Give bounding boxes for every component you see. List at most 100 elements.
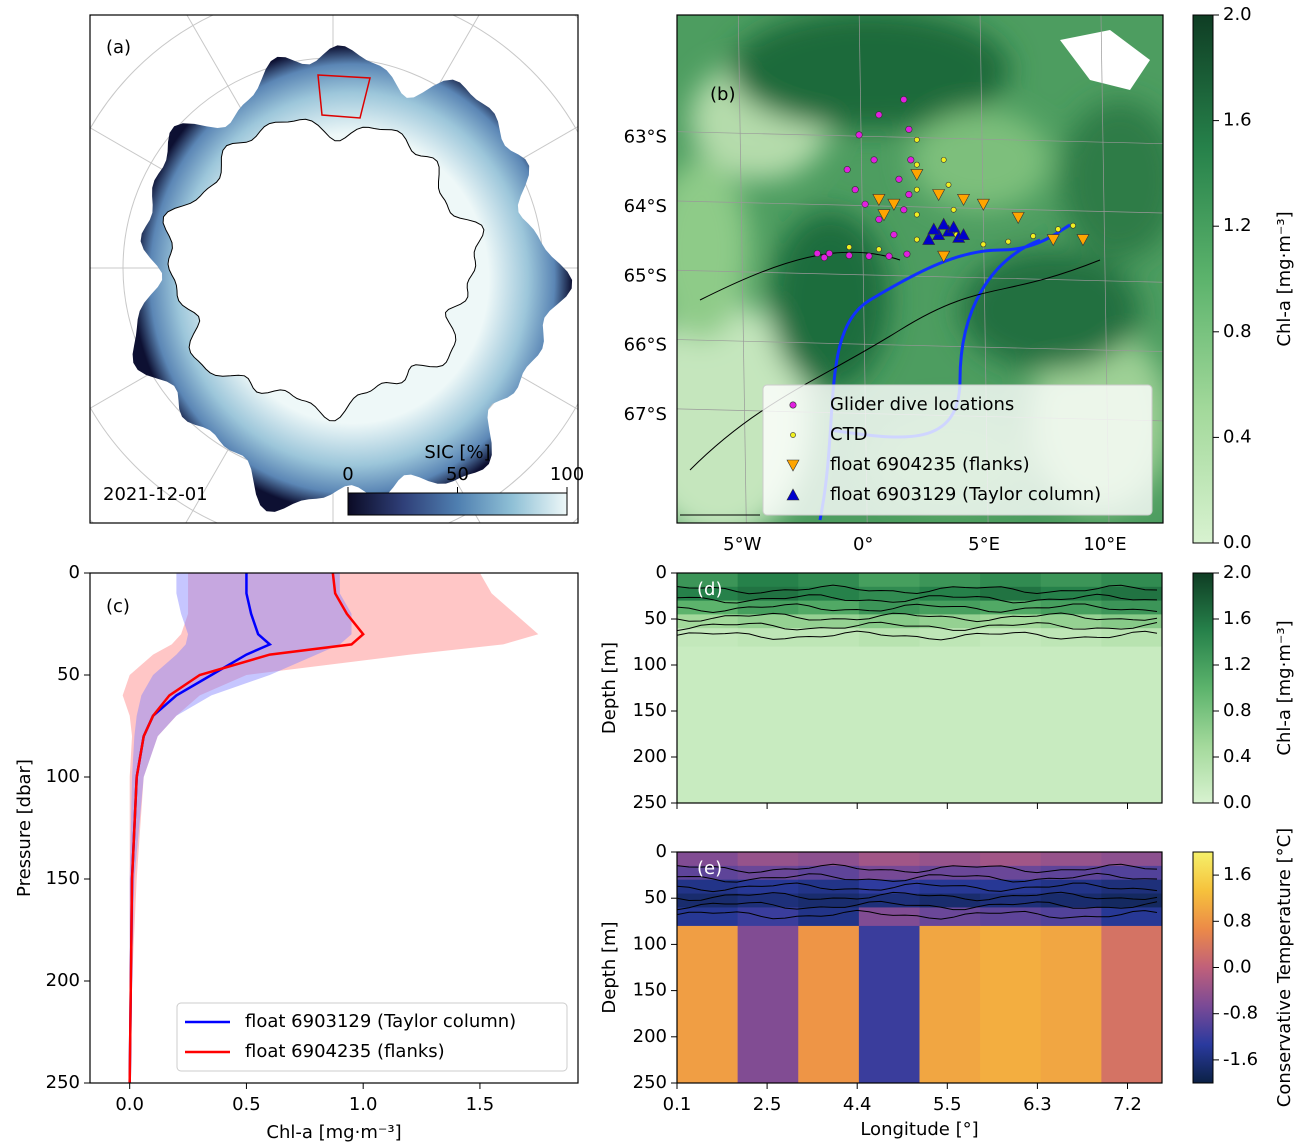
y-tick-label: 50 bbox=[57, 664, 80, 685]
heatmap-cell bbox=[980, 907, 1042, 927]
colorbar bbox=[1192, 851, 1214, 1084]
data-point bbox=[1055, 226, 1061, 233]
panel-label: (a) bbox=[106, 37, 131, 58]
data-point bbox=[900, 96, 908, 104]
panel-label: (d) bbox=[697, 579, 722, 600]
colorbar-tick-label: 1.2 bbox=[1223, 215, 1252, 236]
x-tick-label: 0.0 bbox=[115, 1094, 144, 1115]
data-point bbox=[820, 254, 828, 262]
heatmap-cell bbox=[858, 600, 920, 615]
heatmap-cell bbox=[798, 893, 860, 908]
data-point bbox=[870, 156, 878, 164]
x-tick-label: 6.3 bbox=[1023, 1094, 1052, 1115]
data-point bbox=[861, 200, 869, 208]
heatmap-cell bbox=[1040, 893, 1102, 908]
y-tick-label: 64°S bbox=[624, 196, 667, 217]
isopycnal-contour bbox=[676, 612, 1158, 623]
heatmap-cell bbox=[1101, 925, 1163, 1084]
heatmap-cell bbox=[980, 879, 1042, 895]
data-point bbox=[913, 136, 920, 143]
y-tick-label: 66°S bbox=[624, 335, 667, 356]
y-tick-label: 250 bbox=[633, 792, 667, 813]
colorbar bbox=[1192, 572, 1214, 804]
spread-band bbox=[129, 573, 352, 1083]
y-tick-label: 100 bbox=[633, 933, 667, 954]
heatmap-cell bbox=[858, 893, 920, 908]
heatmap-cell bbox=[677, 907, 739, 927]
heatmap-cell bbox=[737, 893, 799, 908]
data-point bbox=[903, 250, 911, 258]
data-point bbox=[895, 175, 903, 183]
data-point bbox=[1030, 233, 1037, 239]
heatmap-cell bbox=[919, 628, 981, 648]
grid-line bbox=[677, 131, 1163, 145]
heatmap-cell bbox=[1040, 614, 1102, 629]
data-point bbox=[910, 169, 924, 182]
isopycnal-contour bbox=[676, 891, 1158, 902]
heatmap-cell bbox=[737, 614, 799, 629]
heatmap-cell bbox=[1040, 646, 1102, 804]
heatmap-cell bbox=[858, 628, 920, 648]
colorbar-tick-label: 0.4 bbox=[1223, 746, 1252, 767]
antarctica bbox=[162, 118, 485, 422]
heatmap-cell bbox=[737, 852, 799, 867]
y-tick-label: 200 bbox=[633, 1026, 667, 1047]
colorbar-label: Conservative Temperature [°C] bbox=[1274, 828, 1295, 1107]
colorbar-label: Chl-a [mg·m⁻³] bbox=[1274, 620, 1295, 755]
heatmap-cell bbox=[737, 628, 799, 648]
colorbar bbox=[1192, 14, 1214, 544]
heatmap-cell bbox=[980, 852, 1042, 867]
colorbar-label: Chl-a [mg·m⁻³] bbox=[1274, 211, 1295, 346]
colorbar-tick-label: 2.0 bbox=[1223, 4, 1252, 25]
legend-box bbox=[762, 384, 1153, 516]
isopycnal-contour bbox=[676, 630, 1158, 641]
heatmap-cell bbox=[737, 646, 799, 804]
heatmap-cell bbox=[980, 925, 1042, 1084]
y-axis-label: Pressure [dbar] bbox=[14, 759, 35, 897]
grid-line bbox=[737, 15, 747, 523]
heatmap-cell bbox=[1101, 646, 1163, 804]
x-tick-label: 10°E bbox=[1083, 534, 1126, 555]
heatmap-cell bbox=[1101, 573, 1163, 588]
colorbar-tick-label: 1.6 bbox=[1223, 864, 1252, 885]
data-point bbox=[957, 228, 971, 240]
heatmap-cell bbox=[919, 614, 981, 629]
data-point bbox=[905, 125, 913, 133]
y-tick-label: 100 bbox=[46, 766, 80, 787]
data-point bbox=[872, 194, 886, 206]
data-point bbox=[922, 232, 936, 245]
isopycnal-contour bbox=[676, 900, 1158, 911]
grid-line bbox=[677, 269, 1163, 283]
colorbar-tick-label: 0.0 bbox=[1223, 957, 1252, 978]
data-point bbox=[855, 131, 863, 139]
data-point bbox=[950, 206, 957, 213]
heatmap-cell bbox=[858, 586, 920, 602]
data-point bbox=[905, 190, 913, 198]
heatmap-cell bbox=[677, 614, 739, 629]
data-point bbox=[927, 222, 941, 235]
heatmap-cell bbox=[1040, 925, 1102, 1084]
heatmap-cell bbox=[737, 925, 799, 1084]
heatmap-cell bbox=[798, 628, 860, 648]
isopycnal-contour bbox=[676, 603, 1158, 614]
data-point bbox=[913, 211, 920, 218]
legend-label: float 6904235 (flanks) bbox=[830, 454, 1030, 475]
date-annotation: 2021-12-01 bbox=[103, 484, 208, 505]
heatmap-cell bbox=[798, 646, 860, 804]
data-point bbox=[846, 244, 853, 251]
land-mask bbox=[1060, 30, 1150, 90]
colorbar-label: SIC [%] bbox=[424, 442, 490, 463]
axes-frame bbox=[676, 851, 1163, 1084]
data-point bbox=[945, 181, 952, 188]
legend-box bbox=[176, 1002, 568, 1072]
y-tick-label: 200 bbox=[46, 970, 80, 991]
y-axis-label: Depth [m] bbox=[599, 642, 620, 734]
heatmap-cell bbox=[1101, 879, 1163, 895]
heatmap-cell bbox=[980, 646, 1042, 804]
panel-label: (c) bbox=[106, 596, 130, 617]
y-tick-label: 67°S bbox=[624, 404, 667, 425]
y-axis-label: Depth [m] bbox=[599, 921, 620, 1013]
bathymetry-contour bbox=[680, 251, 1101, 516]
data-point bbox=[877, 209, 891, 222]
heatmap-cell bbox=[1101, 865, 1163, 881]
